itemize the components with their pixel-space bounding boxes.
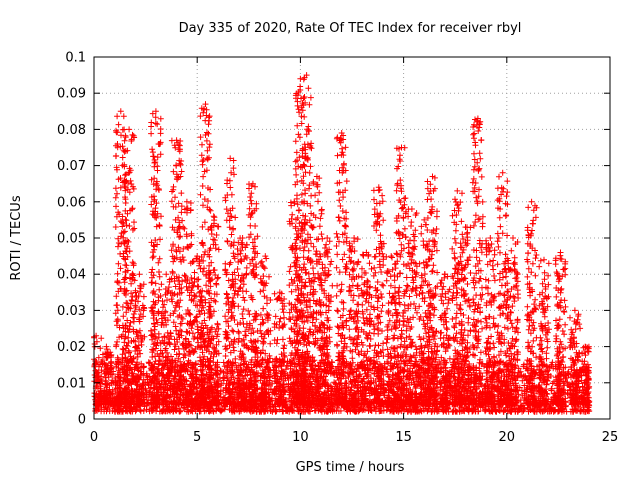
- data-point: [334, 404, 341, 411]
- data-point: [407, 365, 414, 372]
- data-point: [345, 374, 352, 380]
- data-point: [140, 408, 147, 414]
- data-point: [140, 364, 147, 371]
- data-points: [91, 72, 593, 415]
- data-point: [413, 358, 420, 365]
- data-point: [525, 408, 532, 415]
- data-point: [437, 379, 444, 385]
- data-point: [146, 406, 153, 413]
- data-point: [228, 376, 235, 383]
- data-point: [217, 367, 224, 374]
